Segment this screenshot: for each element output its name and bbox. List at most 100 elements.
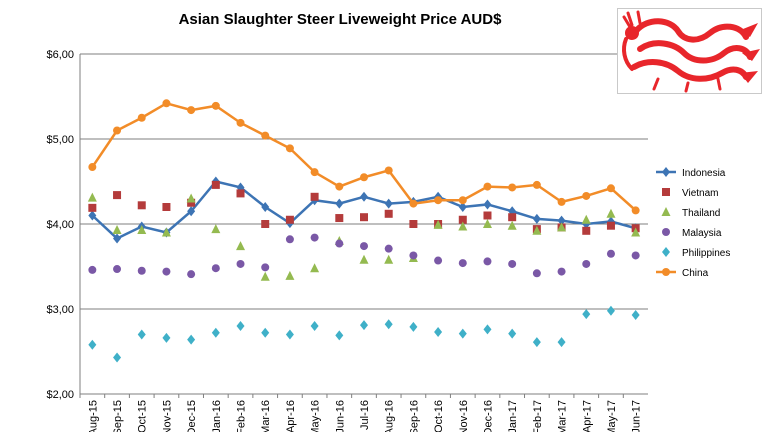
data-point [137,329,146,340]
data-point [532,180,541,189]
data-point [161,227,171,237]
y-tick-label: $2,00 [46,389,74,401]
y-tick-label: $5,00 [46,134,74,146]
data-point [606,305,615,316]
data-point [236,241,246,251]
x-tick-label: May-16 [310,400,322,432]
data-point [507,220,517,230]
data-point [113,265,122,274]
data-point [113,191,122,200]
chart-title: Asian Slaughter Steer Liveweight Price A… [179,11,503,28]
x-tick-label: Jan-16 [211,400,223,432]
data-point [508,213,517,222]
data-point [186,193,196,203]
data-point [384,166,393,175]
data-point [409,251,418,260]
data-point [631,309,640,320]
x-tick-label: Feb-16 [236,400,248,432]
data-point [88,265,97,274]
data-point [162,332,171,343]
x-tick-label: Jun-17 [631,400,643,432]
data-point [434,326,443,337]
data-point [211,264,220,273]
data-point [261,263,270,272]
data-point [335,330,344,341]
legend-marker [662,167,670,177]
data-point [458,328,467,339]
legend-label: Philippines [682,248,730,259]
data-point [162,99,171,108]
data-point [335,239,344,248]
data-point [631,227,641,237]
data-point [606,221,615,230]
data-point [137,224,147,234]
data-point [482,219,492,228]
data-point [532,337,541,348]
data-point [359,254,369,264]
data-point [187,198,196,207]
data-point [458,259,467,268]
data-point [409,321,418,332]
data-point [137,201,146,210]
data-point [606,208,616,218]
x-tick-label: Nov-15 [161,400,173,432]
x-tick-label: Dec-16 [482,400,494,432]
data-point [162,203,171,211]
legend-label: Malaysia [682,228,722,239]
data-point [458,215,467,224]
data-point [261,131,270,140]
x-tick-label: May-17 [606,400,618,432]
x-tick-label: Nov-16 [458,400,470,432]
data-point [631,251,640,260]
x-tick-label: Aug-16 [384,400,396,432]
dragon-icon [622,10,760,93]
data-point [137,266,146,275]
series-philippines [88,305,640,363]
data-point [433,219,443,229]
data-point [434,256,443,265]
x-tick-label: Sep-16 [408,400,420,432]
data-point [187,334,196,345]
x-tick-label: Apr-17 [581,400,593,432]
data-point [211,327,220,338]
data-point [236,118,245,127]
data-point [606,249,615,258]
data-point [285,235,294,244]
data-point [581,214,591,224]
data-point [508,259,517,268]
x-tick-label: Oct-16 [433,400,445,432]
legend-label: China [682,268,709,279]
data-point [458,221,468,231]
data-point [483,324,492,335]
data-point [211,224,221,234]
legend-label: Indonesia [682,168,726,179]
data-point [162,267,171,276]
data-point [532,225,542,235]
data-point [483,182,492,191]
data-point [285,144,294,153]
data-point [87,192,97,202]
data-point [532,269,541,278]
data-point [458,202,467,212]
data-point [261,220,270,228]
data-point [458,196,467,205]
data-point [409,220,418,228]
red-dragon-logo [617,8,762,94]
data-point [582,226,591,235]
data-point [236,321,245,331]
data-point [606,184,615,193]
x-tick-label: Jun-16 [334,400,346,432]
data-point [310,168,319,177]
data-point [409,199,418,208]
data-point [310,233,319,242]
series-malaysia [88,233,640,279]
legend-marker [662,268,670,276]
data-point [211,180,220,189]
data-point [360,320,368,331]
data-point [557,215,566,226]
data-point [557,197,566,206]
data-point [310,263,320,273]
data-point [384,319,393,330]
x-tick-label: Mar-16 [260,400,272,432]
data-point [532,213,541,224]
